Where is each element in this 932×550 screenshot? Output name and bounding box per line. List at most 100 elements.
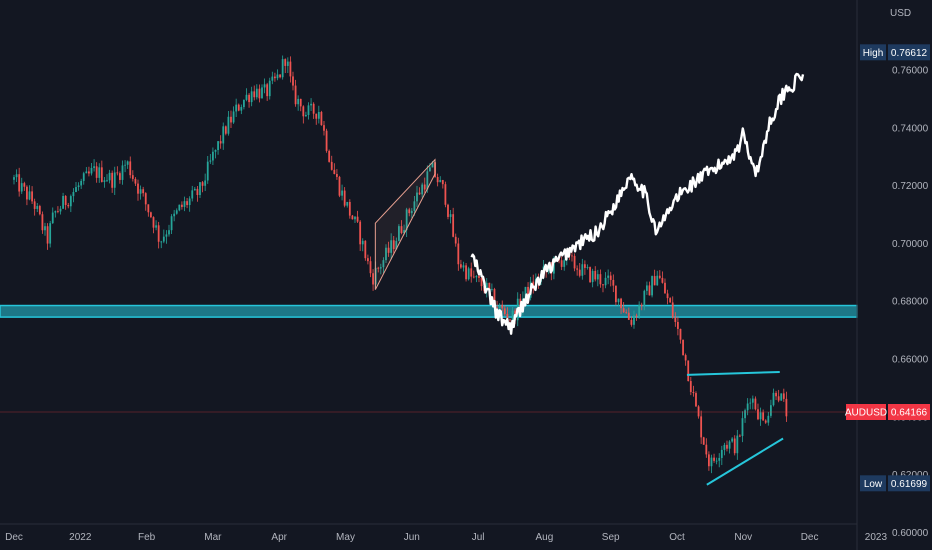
y-tick-label: 0.74000 (892, 123, 929, 134)
x-tick-label: May (336, 532, 355, 543)
candle-body (741, 418, 744, 437)
candle-body (413, 201, 416, 211)
candle-body (728, 441, 731, 449)
candle-body (400, 226, 403, 233)
candle-body (44, 226, 46, 231)
candle-body (715, 460, 718, 462)
candle-body (736, 435, 739, 454)
candle-body (361, 240, 364, 245)
candle-body (759, 412, 762, 420)
parallel-channel[interactable] (374, 158, 436, 290)
wedge-lower-trendline[interactable] (706, 437, 784, 486)
candle-body (367, 258, 369, 262)
x-tick-label: 2023 (865, 532, 888, 543)
candle-body (54, 211, 57, 213)
support-zone[interactable] (0, 304, 858, 318)
candle-body (289, 61, 292, 77)
candle-body (449, 214, 452, 217)
candle-body (230, 116, 232, 123)
candle-body (720, 449, 723, 458)
candle-body (103, 180, 106, 182)
candle-body (106, 180, 108, 182)
candle-body (108, 172, 111, 181)
candle-body (640, 304, 643, 306)
candle-body (139, 189, 142, 194)
candle-body (62, 195, 64, 209)
price-tag-label: High (863, 48, 884, 59)
time-axis[interactable]: Dec 2022 Feb Mar Apr May Jun Jul Aug Sep Oct Nov Dec… (5, 532, 887, 543)
candle-body (460, 264, 462, 268)
candle-body (751, 398, 754, 403)
y-tick-label: 0.66000 (892, 355, 929, 366)
candle-body (178, 204, 181, 211)
candle-body (465, 265, 467, 280)
candle-body (553, 258, 555, 274)
candle-body (418, 192, 421, 195)
candle-body (333, 169, 336, 174)
candle-body (754, 398, 757, 410)
candle-body (651, 276, 653, 296)
candle-body (222, 126, 225, 144)
candle-body (622, 308, 625, 313)
candle-body (441, 180, 444, 185)
candle-body (478, 275, 480, 278)
candle-body (653, 276, 656, 286)
candle-body (780, 393, 783, 401)
candle-body (625, 312, 628, 314)
candle-body (23, 183, 26, 187)
candle-body (723, 444, 726, 450)
candle-body (227, 116, 230, 134)
candle-body (669, 298, 672, 303)
x-tick-label: Feb (138, 532, 156, 543)
candle-body (36, 206, 39, 209)
candle-body (387, 247, 390, 253)
candle-body (664, 282, 666, 294)
candle-body (457, 243, 460, 265)
candle-body (346, 201, 349, 206)
candle-body (193, 188, 196, 191)
candle-body (738, 435, 741, 437)
price-tag-value: 0.64166 (891, 408, 928, 419)
candle-body (317, 111, 320, 119)
candle-body (100, 167, 103, 182)
candle-body (354, 216, 356, 220)
candle-body (638, 304, 641, 317)
x-tick-label: Dec (801, 532, 819, 543)
candle-body (121, 165, 124, 180)
candle-body (560, 260, 563, 267)
candle-body (85, 171, 88, 174)
candle-body (674, 317, 677, 322)
candle-body (49, 223, 52, 244)
candle-body (702, 437, 705, 445)
candle-body (266, 84, 269, 97)
wedge-upper-trendline[interactable] (686, 371, 780, 376)
candle-body (232, 111, 235, 123)
candle-body (498, 304, 501, 309)
overlay-series-layer (470, 72, 805, 335)
candle-body (749, 402, 752, 404)
y-tick-label: 0.70000 (892, 239, 929, 250)
candle-body (775, 392, 777, 397)
candle-body (20, 183, 23, 192)
candle-body (398, 226, 400, 241)
drawings-layer (374, 158, 784, 486)
candle-body (152, 217, 155, 228)
candle-body (682, 339, 684, 356)
candle-body (785, 398, 788, 417)
candle-body (46, 226, 49, 244)
candle-body (444, 184, 447, 205)
candle-body (113, 172, 116, 188)
candle-body (72, 192, 75, 197)
candle-body (13, 177, 15, 180)
candle-body (769, 405, 772, 416)
candle-body (150, 212, 152, 218)
candle-body (165, 234, 168, 237)
candle-body (82, 173, 85, 181)
candle-body (80, 180, 83, 186)
price-tag-label: AUDUSD (845, 408, 887, 419)
candle-body (436, 177, 439, 183)
candle-body (772, 392, 775, 406)
candle-body (28, 191, 31, 200)
candle-body (217, 141, 219, 151)
